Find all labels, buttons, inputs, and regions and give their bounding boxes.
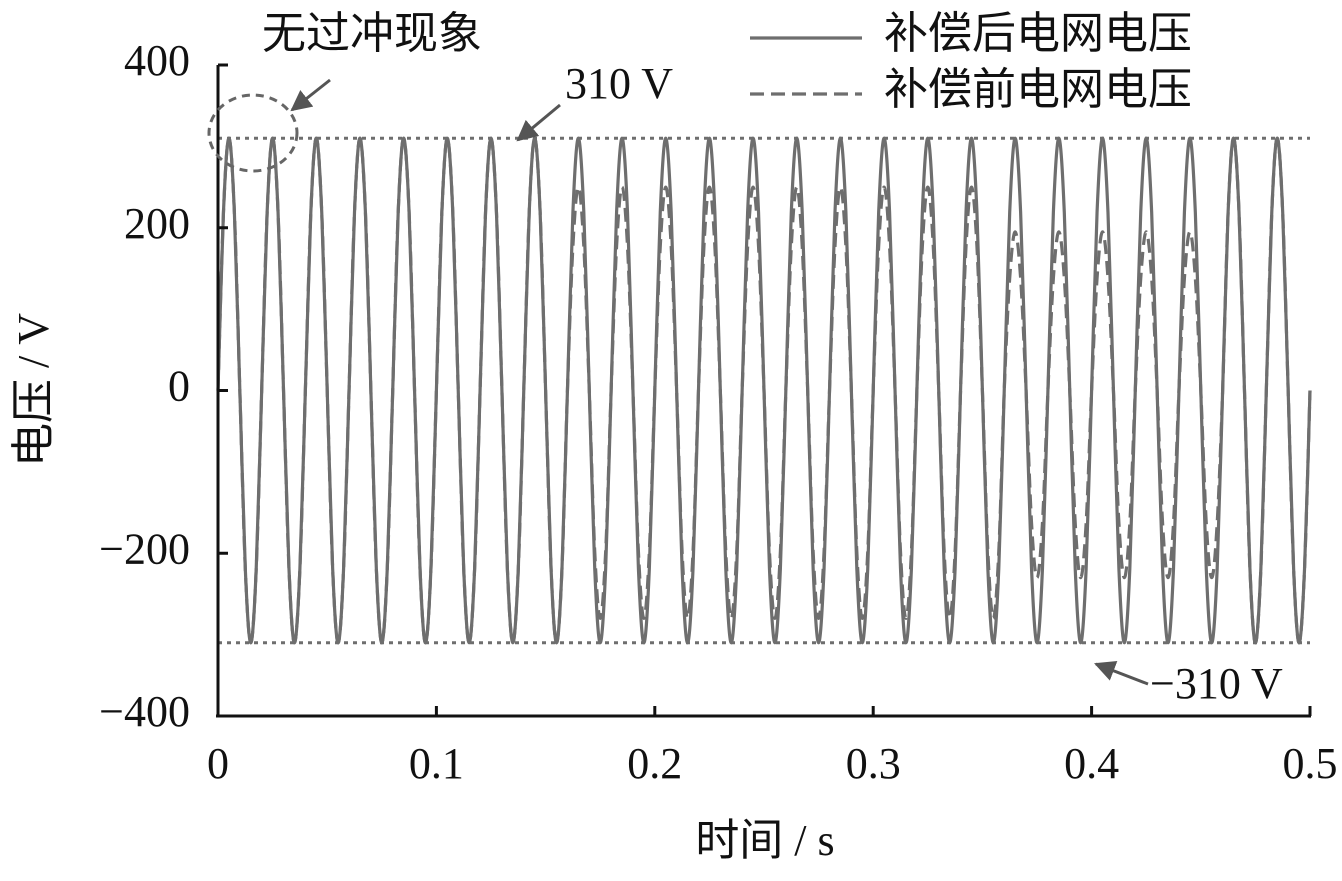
annotation: −310 V [1150, 659, 1283, 708]
legend-label: 补偿后电网电压 [884, 9, 1192, 58]
annotation-arrow [290, 78, 331, 112]
legend-label: 补偿前电网电压 [884, 65, 1192, 114]
x-axis-label: 时间 / s [695, 816, 834, 865]
y-tick-label: 400 [124, 36, 190, 85]
annotation: 310 V [565, 59, 673, 108]
annotation: 无过冲现象 [262, 9, 482, 58]
line-series [216, 136, 1312, 645]
y-tick-label: −200 [99, 524, 190, 573]
plot-area [216, 136, 1312, 645]
y-axis-label: 电压 / V [9, 313, 58, 467]
x-tick-label: 0.4 [1064, 739, 1119, 788]
y-tick-label: 200 [124, 199, 190, 248]
x-tick-label: 0.2 [627, 739, 682, 788]
annotation-arrow [516, 103, 561, 142]
x-tick-label: 0.5 [1283, 739, 1338, 788]
annotation-arrow [1094, 660, 1149, 686]
x-tick-label: 0.1 [409, 739, 464, 788]
y-tick-label: 0 [168, 362, 190, 411]
x-tick-label: 0.3 [846, 739, 901, 788]
x-tick-label: 0 [207, 739, 229, 788]
highlight-ellipse [207, 93, 299, 173]
y-tick-label: −400 [99, 687, 190, 736]
